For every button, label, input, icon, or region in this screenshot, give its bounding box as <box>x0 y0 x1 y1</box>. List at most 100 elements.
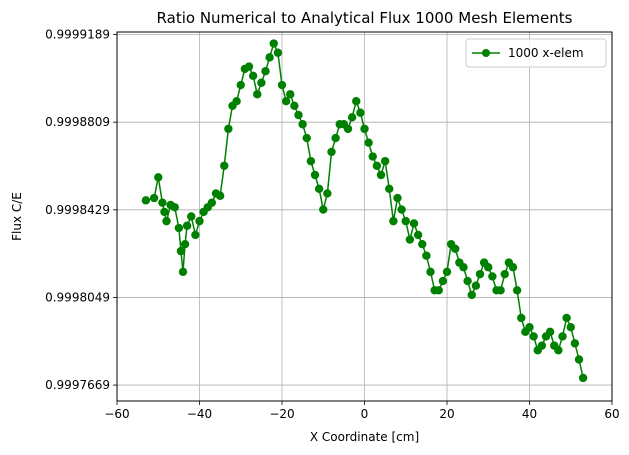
data-point <box>405 235 415 244</box>
data-point <box>389 216 398 226</box>
data-point <box>327 147 336 157</box>
data-point <box>401 216 410 226</box>
y-tick-label: 0.9998809 <box>45 115 110 129</box>
data-point <box>442 267 452 277</box>
data-point <box>220 161 229 170</box>
data-point <box>265 53 274 62</box>
series-1000-x-elem <box>141 39 588 383</box>
data-point <box>512 286 522 295</box>
data-point <box>180 239 190 249</box>
data-point <box>257 78 266 87</box>
data-point <box>154 173 163 182</box>
x-tick-label: 40 <box>522 407 537 421</box>
data-point <box>356 108 365 117</box>
grid <box>116 32 613 401</box>
data-point <box>195 216 204 226</box>
data-point <box>298 120 307 129</box>
data-point <box>488 272 497 281</box>
x-tick-label: 0 <box>361 407 369 421</box>
x-tick-label: 60 <box>604 407 619 421</box>
data-point <box>380 156 390 166</box>
x-axis: −60 −40 −20 0 20 40 60 <box>104 401 620 421</box>
legend: 1000 x-elem <box>465 38 607 68</box>
data-point <box>475 269 485 279</box>
data-point <box>244 62 254 71</box>
data-point <box>248 71 258 81</box>
data-point <box>434 286 443 295</box>
data-point <box>323 189 332 198</box>
data-point <box>277 80 287 90</box>
data-point <box>500 269 509 279</box>
data-point <box>182 221 192 230</box>
y-axis-label: Flux C/E <box>10 192 24 241</box>
data-point <box>158 198 167 207</box>
data-point <box>422 251 431 260</box>
data-point <box>319 205 328 214</box>
data-point <box>508 263 518 272</box>
data-point <box>467 290 476 300</box>
data-point <box>409 219 419 228</box>
data-point <box>176 246 186 256</box>
data-point <box>360 124 369 134</box>
y-tick-label: 0.9998429 <box>45 203 110 217</box>
data-point <box>517 313 526 323</box>
data-point <box>574 355 584 364</box>
data-point <box>562 313 571 323</box>
legend-marker-swatch <box>482 49 490 57</box>
x-tick-label: −20 <box>269 407 294 421</box>
data-point <box>281 96 291 106</box>
data-point <box>232 96 241 106</box>
data-point <box>269 39 278 48</box>
data-point <box>537 341 547 350</box>
data-point <box>570 339 580 348</box>
data-point <box>149 193 159 203</box>
data-point <box>372 161 382 170</box>
data-point <box>224 124 233 134</box>
data-point <box>236 80 245 90</box>
data-point <box>438 276 448 286</box>
legend-label: 1000 x-elem <box>508 46 584 60</box>
data-point <box>352 96 361 106</box>
data-point <box>290 101 299 111</box>
data-point <box>385 184 394 194</box>
data-point <box>496 286 505 295</box>
data-point <box>141 196 151 205</box>
data-point <box>215 191 225 200</box>
data-point <box>273 48 283 57</box>
data-point <box>484 263 493 272</box>
data-point <box>451 244 460 253</box>
data-point <box>397 205 406 214</box>
data-point <box>253 90 262 99</box>
data-point <box>525 323 534 332</box>
data-point <box>347 113 357 122</box>
data-point <box>178 267 188 277</box>
data-point <box>545 327 555 337</box>
data-point <box>418 239 427 249</box>
data-point <box>554 346 563 355</box>
x-tick-label: −40 <box>187 407 212 421</box>
data-point <box>294 110 303 120</box>
data-point <box>187 212 196 221</box>
data-point <box>413 230 423 240</box>
data-point <box>343 124 353 134</box>
x-axis-label: X Coordinate [cm] <box>310 430 419 444</box>
data-point <box>191 230 200 240</box>
data-point <box>393 193 402 203</box>
x-tick-label: −60 <box>104 407 129 421</box>
data-point <box>174 223 184 233</box>
data-point <box>376 170 386 180</box>
legend-box <box>465 38 607 68</box>
data-point <box>331 133 340 143</box>
data-point <box>207 198 217 207</box>
data-point <box>160 207 169 217</box>
data-point <box>261 67 270 76</box>
data-point <box>368 152 377 161</box>
y-tick-label: 0.9997669 <box>45 378 110 392</box>
x-tick-label: 20 <box>439 407 454 421</box>
data-point <box>162 216 171 226</box>
data-point <box>170 203 179 212</box>
data-point <box>426 267 435 277</box>
data-point <box>566 323 575 332</box>
